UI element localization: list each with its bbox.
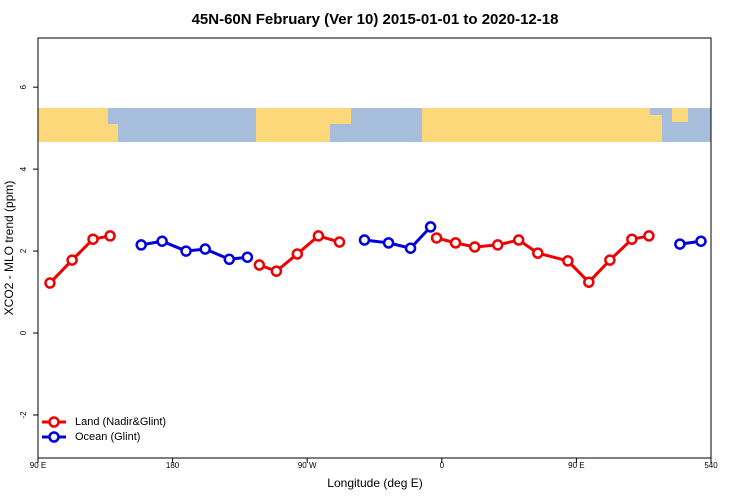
legend-label: Land (Nadir&Glint)	[75, 416, 166, 428]
point	[270, 265, 283, 277]
point	[404, 242, 417, 254]
point	[66, 254, 78, 266]
point	[199, 243, 211, 255]
y-tick-label: 2	[19, 248, 28, 253]
x-tick-label: 180	[166, 461, 180, 470]
plot-frame	[37, 37, 712, 459]
point	[291, 248, 304, 260]
point	[643, 230, 655, 242]
point	[241, 251, 254, 263]
point	[430, 232, 443, 244]
legend-label: Ocean (Glint)	[75, 431, 140, 443]
legend-marker	[48, 431, 60, 443]
point	[87, 233, 99, 245]
chart-title: 45N-60N February (Ver 10) 2015-01-01 to …	[192, 11, 559, 28]
point	[604, 254, 616, 266]
point	[468, 241, 481, 253]
point	[626, 233, 638, 245]
map-band	[38, 108, 711, 142]
y-tick-label: 4	[19, 166, 28, 171]
point	[44, 277, 56, 289]
point	[512, 234, 525, 246]
point	[358, 234, 371, 246]
point	[382, 237, 395, 249]
point	[491, 239, 504, 251]
point	[156, 235, 168, 247]
y-tick-label: 6	[19, 84, 28, 89]
legend-marker	[48, 416, 60, 428]
point	[135, 239, 147, 251]
point	[562, 255, 574, 267]
x-tick-label: 90 E	[568, 461, 584, 470]
y-tick-label: 0	[19, 330, 28, 335]
y-tick-label: -2	[19, 411, 28, 419]
y-axis-label: XCO2 - MLO trend (ppm)	[2, 181, 16, 316]
point	[674, 238, 686, 250]
point	[583, 276, 595, 288]
x-tick-label: 90 W	[298, 461, 317, 470]
point	[253, 259, 266, 271]
point	[695, 235, 707, 247]
point	[449, 237, 462, 249]
x-tick-label: 0	[440, 461, 445, 470]
point	[532, 247, 544, 259]
point	[333, 236, 346, 248]
point	[180, 245, 192, 257]
x-axis-label: Longitude (deg E)	[327, 476, 422, 490]
point	[223, 253, 236, 266]
x-tick-label: 90 E	[30, 461, 46, 470]
x-tick-label: 540	[704, 461, 718, 470]
point	[104, 230, 116, 242]
point	[312, 230, 325, 242]
point	[424, 221, 437, 233]
